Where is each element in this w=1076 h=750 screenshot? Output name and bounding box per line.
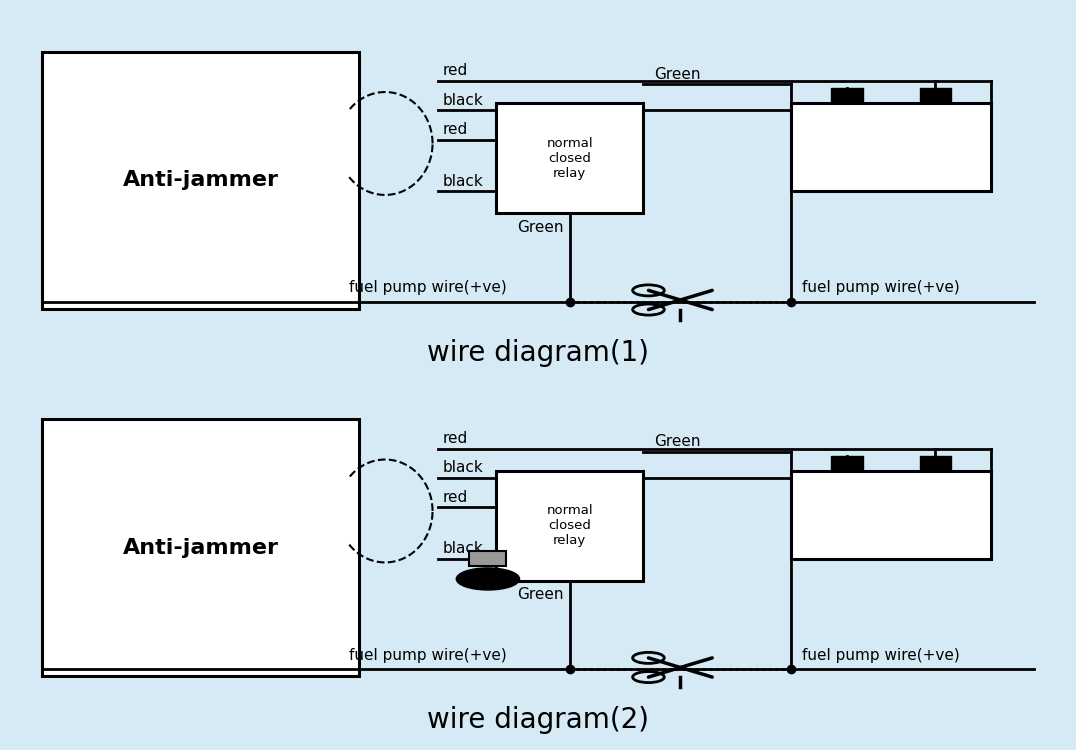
Text: fuel pump wire(+ve): fuel pump wire(+ve) [349, 280, 507, 296]
Bar [469, 551, 507, 566]
Text: fuel pump wire(+ve): fuel pump wire(+ve) [802, 648, 960, 663]
Text: Green: Green [516, 587, 564, 602]
Text: fuel pump wire(+ve): fuel pump wire(+ve) [802, 280, 960, 296]
Bar [42, 52, 358, 309]
Text: -ve: -ve [835, 507, 859, 522]
Text: Anti-jammer: Anti-jammer [123, 170, 279, 190]
Bar [920, 456, 951, 470]
Bar [832, 456, 863, 470]
Circle shape [456, 568, 520, 590]
Text: black: black [443, 174, 484, 189]
Text: red: red [443, 431, 468, 446]
Text: black: black [443, 93, 484, 108]
Text: normal
closed
relay: normal closed relay [547, 504, 593, 548]
Bar [42, 419, 358, 676]
Text: +ve: +ve [920, 507, 951, 522]
Text: red: red [443, 64, 468, 79]
Bar [496, 103, 643, 213]
Text: red: red [443, 490, 468, 505]
Text: wire diagram(1): wire diagram(1) [427, 339, 649, 367]
Text: black: black [443, 542, 484, 556]
Text: normal
closed
relay: normal closed relay [547, 136, 593, 180]
Bar [832, 88, 863, 103]
Text: red: red [443, 122, 468, 137]
Text: Green: Green [654, 434, 700, 449]
Bar [496, 470, 643, 580]
Bar [791, 103, 991, 191]
Bar [791, 470, 991, 559]
Text: fuel pump wire(+ve): fuel pump wire(+ve) [349, 648, 507, 663]
Bar [920, 88, 951, 103]
Text: black: black [443, 460, 484, 476]
Text: +ve: +ve [920, 140, 951, 154]
Text: Green: Green [654, 67, 700, 82]
Text: wire diagram(2): wire diagram(2) [427, 706, 649, 734]
Text: -ve: -ve [835, 140, 859, 154]
Text: Green: Green [516, 220, 564, 235]
Text: Anti-jammer: Anti-jammer [123, 538, 279, 558]
